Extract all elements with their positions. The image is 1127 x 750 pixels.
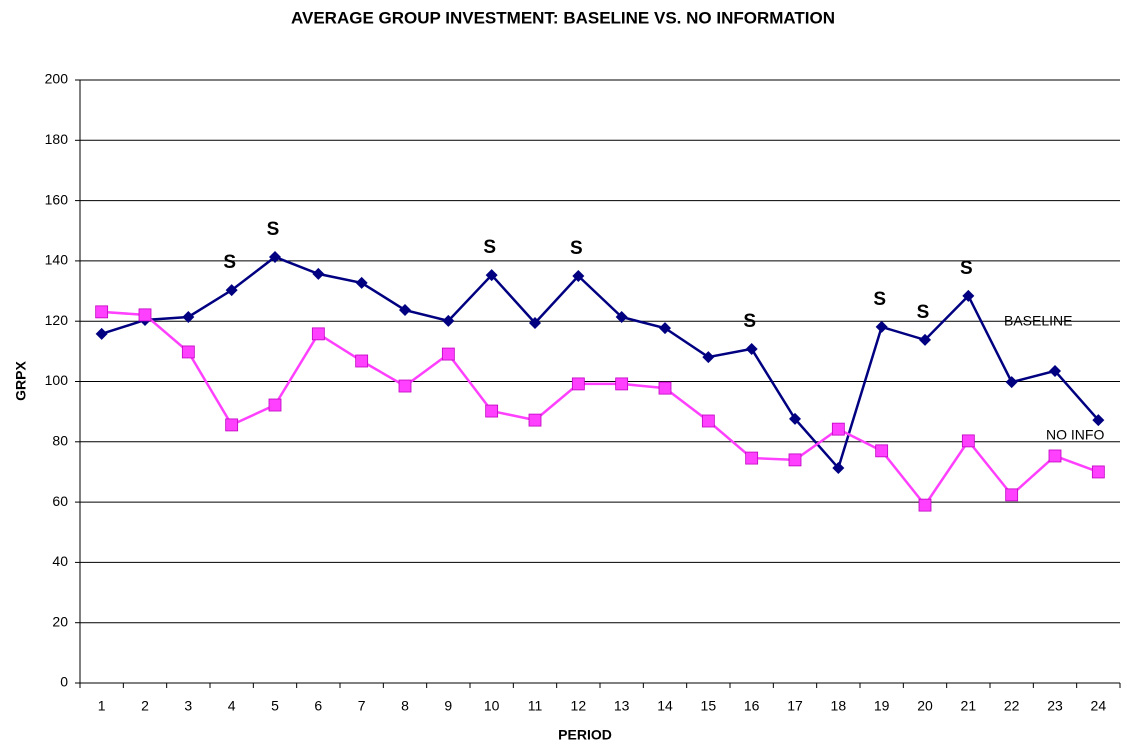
marker (1049, 364, 1061, 377)
annotation: S (267, 219, 280, 240)
marker (745, 451, 759, 465)
series-line (101, 310, 1099, 508)
marker (702, 351, 715, 364)
marker (95, 327, 108, 340)
marker (961, 434, 975, 448)
x-tick-label: 12 (571, 698, 587, 714)
x-tick-label: 21 (961, 698, 977, 714)
x-tick-label: 24 (1091, 698, 1107, 714)
marker (355, 354, 369, 368)
marker (441, 347, 455, 361)
marker (918, 498, 932, 512)
marker (1005, 488, 1019, 502)
marker (312, 267, 325, 280)
series-line (101, 255, 1100, 471)
annotation: S (743, 311, 756, 332)
x-tick-label: 13 (614, 698, 630, 714)
marker (181, 345, 195, 359)
marker (269, 250, 281, 263)
x-tick-label: 3 (184, 698, 192, 714)
marker (701, 414, 715, 428)
marker (875, 320, 888, 333)
marker (528, 413, 542, 427)
annotation: S (917, 302, 930, 323)
marker (1048, 449, 1062, 463)
chart-title: AVERAGE GROUP INVESTMENT: BASELINE VS. N… (291, 8, 835, 27)
marker (789, 412, 801, 425)
y-tick-label: 120 (45, 312, 69, 328)
marker (962, 289, 975, 302)
marker (832, 462, 845, 475)
marker (1005, 376, 1018, 389)
annotation: S (223, 252, 236, 273)
x-tick-label: 4 (228, 698, 236, 714)
marker (442, 314, 455, 327)
marker (182, 310, 195, 323)
x-tick-label: 1 (98, 698, 106, 714)
x-tick-label: 8 (401, 698, 409, 714)
y-tick-label: 60 (52, 493, 68, 509)
y-tick-label: 80 (52, 433, 68, 449)
marker (745, 342, 758, 355)
y-tick-label: 160 (45, 191, 69, 207)
marker (615, 310, 628, 323)
marker (571, 377, 585, 391)
y-tick-label: 100 (45, 372, 69, 388)
marker (399, 304, 411, 317)
x-tick-label: 7 (358, 698, 366, 714)
marker (398, 379, 412, 393)
marker (875, 444, 889, 458)
x-tick-label: 19 (874, 698, 890, 714)
marker (355, 276, 368, 289)
x-tick-label: 6 (314, 698, 322, 714)
marker (658, 381, 672, 395)
x-tick-label: 5 (271, 698, 279, 714)
x-tick-label: 16 (744, 698, 760, 714)
y-tick-label: 0 (60, 674, 68, 690)
marker (788, 453, 802, 467)
marker (831, 422, 845, 436)
x-tick-label: 22 (1004, 698, 1020, 714)
x-tick-label: 15 (701, 698, 717, 714)
x-tick-label: 20 (917, 698, 933, 714)
marker (311, 327, 325, 341)
marker (1091, 465, 1105, 479)
x-axis-title: PERIOD (558, 727, 612, 743)
marker (615, 377, 629, 391)
annotation: S (570, 238, 583, 259)
marker (572, 269, 585, 282)
y-tick-label: 140 (45, 252, 69, 268)
x-tick-label: 14 (657, 698, 673, 714)
marker (485, 404, 499, 418)
marker (225, 418, 239, 432)
x-tick-label: 23 (1047, 698, 1063, 714)
marker (225, 284, 238, 297)
marker (919, 333, 931, 346)
marker (1092, 414, 1105, 427)
series-label: NO INFO (1046, 427, 1104, 443)
marker (659, 322, 671, 335)
annotation: S (873, 289, 886, 310)
x-tick-label: 17 (787, 698, 803, 714)
x-tick-label: 10 (484, 698, 500, 714)
annotation: S (960, 258, 973, 279)
x-tick-label: 9 (444, 698, 452, 714)
annotation: S (483, 237, 496, 258)
marker (268, 398, 282, 412)
y-tick-label: 180 (45, 131, 69, 147)
marker (529, 317, 541, 330)
y-tick-label: 20 (52, 613, 68, 629)
x-tick-label: 2 (141, 698, 149, 714)
marker (485, 269, 498, 282)
marker (138, 308, 152, 322)
marker (95, 305, 109, 319)
x-tick-label: 18 (831, 698, 847, 714)
y-axis-title: GRPX (13, 361, 29, 401)
y-tick-label: 200 (45, 71, 69, 87)
y-tick-label: 40 (52, 553, 68, 569)
x-tick-label: 11 (528, 698, 543, 714)
